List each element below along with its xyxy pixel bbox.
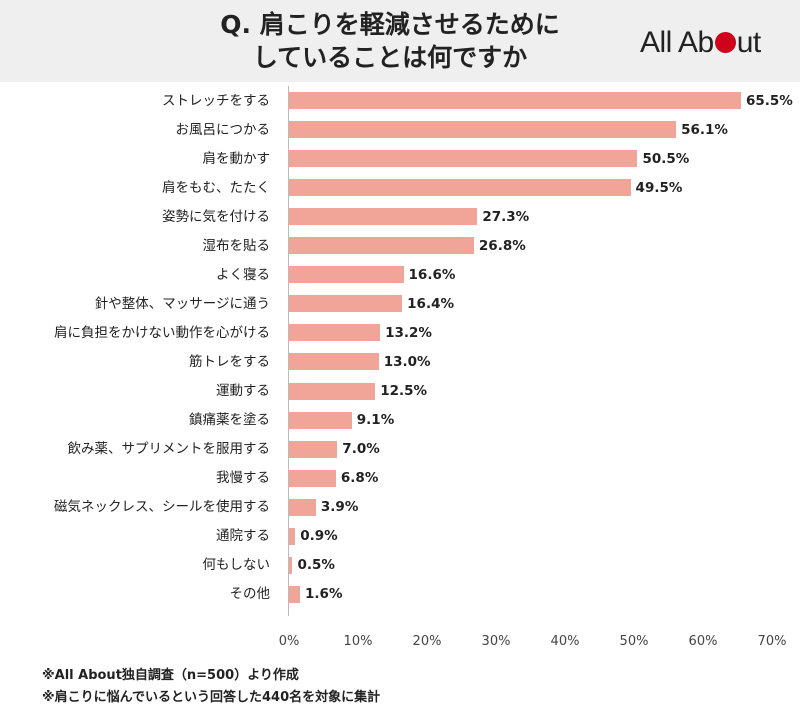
category-label: お風呂につかる [175, 121, 271, 138]
bar [289, 208, 478, 226]
x-tick-label: 0% [278, 634, 300, 649]
bar [289, 121, 677, 139]
value-label: 26.8% [478, 237, 526, 254]
x-tick-label: 20% [412, 634, 442, 649]
value-label: 0.5% [297, 557, 335, 574]
category-label: 針や整体、マッサージに通う [94, 295, 270, 312]
value-label: 13.2% [385, 324, 432, 341]
bar [289, 411, 352, 429]
header-band: Q. 肩こりを軽減させるために していることは何ですか All Ab ut [0, 0, 800, 82]
value-label: 65.5% [745, 92, 793, 109]
category-label: 鎮痛薬を塗る [189, 412, 270, 429]
category-label: 運動する [216, 383, 270, 399]
bar [289, 585, 301, 603]
category-label: 筋トレをする [189, 353, 270, 370]
bar [289, 92, 741, 109]
x-tick-label: 60% [688, 634, 718, 649]
category-label: 湿布を貼る [202, 237, 271, 254]
bar [289, 353, 379, 371]
value-label: 49.5% [635, 179, 683, 196]
bar [289, 324, 381, 342]
x-tick-label: 10% [343, 634, 373, 649]
bar [289, 440, 338, 458]
title-line-1: Q. 肩こりを軽減させるために [220, 10, 560, 39]
category-label: 我慢する [216, 470, 270, 487]
category-label: 磁気ネックレス、シールを使用する [54, 499, 270, 516]
x-tick-label: 40% [550, 634, 580, 649]
bar [289, 498, 316, 516]
chart-title: Q. 肩こりを軽減させるために していることは何ですか [150, 8, 630, 74]
value-label: 27.3% [482, 208, 530, 225]
category-label: 肩に負担をかけない動作を心がける [54, 324, 270, 341]
category-label: よく寝る [216, 266, 270, 283]
footnote-sample: ※肩こりに悩んでいるという回答した440名を対象に集計 [42, 690, 381, 705]
value-label: 50.5% [642, 150, 690, 167]
value-label: 3.9% [320, 499, 359, 516]
category-label: 何もしない [202, 557, 271, 574]
category-label: 通院する [216, 528, 270, 545]
bar [289, 266, 404, 284]
logo-dot-icon [714, 32, 736, 53]
y-axis-line [288, 86, 289, 616]
value-label: 16.4% [407, 295, 454, 312]
bar [289, 556, 293, 574]
category-label: 飲み薬、サプリメントを服用する [67, 441, 271, 458]
value-label: 56.1% [681, 121, 728, 138]
bar [289, 382, 376, 400]
bar [289, 237, 474, 255]
x-tick-label: 50% [619, 634, 649, 649]
value-label: 16.6% [408, 266, 456, 283]
x-tick-label: 30% [481, 634, 511, 649]
value-label: 0.9% [300, 528, 338, 545]
value-label: 6.8% [340, 470, 379, 487]
category-label: ストレッチをする [162, 92, 270, 109]
bar-chart: ストレッチをする 65.5% お風呂につかる 56.1% 肩を動かす 50.5% 肩をもむ、… [0, 86, 800, 649]
bar [289, 150, 638, 168]
category-label: 肩をもむ、たたく [162, 179, 270, 196]
value-label: 1.6% [305, 586, 343, 603]
value-label: 13.0% [383, 353, 431, 370]
bar [289, 295, 403, 313]
title-line-2: していることは何ですか [252, 43, 528, 72]
bar [289, 527, 296, 545]
footnote-source: ※All About独自調査（n=500）より作成 [42, 668, 299, 683]
value-label: 9.1% [356, 412, 395, 429]
category-label: 肩を動かす [202, 150, 271, 167]
x-tick-label: 70% [757, 634, 787, 649]
category-label: その他 [229, 586, 271, 603]
value-label: 7.0% [342, 441, 380, 458]
value-label: 12.5% [380, 383, 428, 399]
bar [289, 179, 631, 197]
all-about-logo: All Ab ut [640, 26, 761, 59]
category-label: 姿勢に気を付ける [162, 208, 270, 225]
bar [289, 469, 336, 487]
